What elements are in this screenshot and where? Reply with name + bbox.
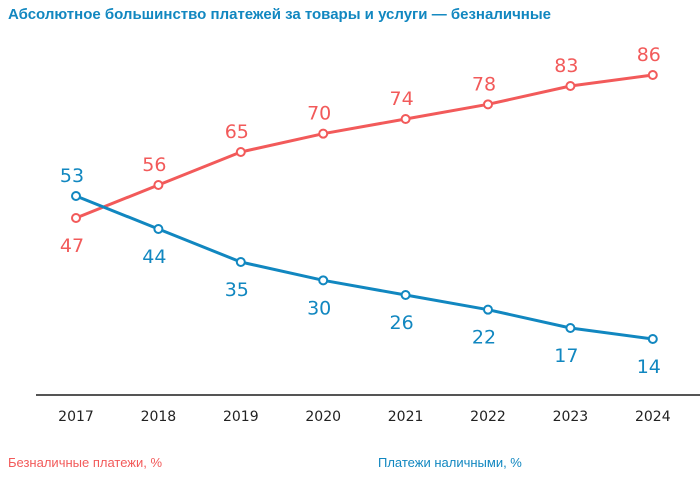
data-label: 86 <box>637 44 661 66</box>
data-label: 74 <box>390 88 414 110</box>
data-label: 65 <box>225 121 249 143</box>
data-label: 83 <box>554 55 578 77</box>
data-label: 26 <box>390 312 414 334</box>
x-tick-label: 2022 <box>470 409 506 425</box>
x-tick-label: 2021 <box>388 409 424 425</box>
data-point <box>318 128 329 139</box>
x-tick-label: 2020 <box>305 409 341 425</box>
data-point <box>565 323 576 333</box>
chart-title: Абсолютное большинство платежей за товар… <box>8 6 551 23</box>
data-labels: 47 56 65 70 74 78 83 86 53 44 35 30 26 22 17 14 <box>60 44 661 378</box>
data-point <box>235 147 246 157</box>
data-point <box>400 114 411 124</box>
data-label: 14 <box>637 356 661 378</box>
data-label: 56 <box>142 154 166 176</box>
x-tick-label: 2019 <box>223 409 259 425</box>
x-tick-label: 2024 <box>635 409 671 425</box>
data-label: 22 <box>472 327 496 349</box>
x-axis-ticks: 2017 2018 2019 2020 2021 2022 2023 2024 <box>58 409 671 425</box>
data-point <box>318 275 329 286</box>
series-line-1 <box>75 194 653 341</box>
data-point <box>71 191 81 201</box>
series-points <box>71 70 658 344</box>
legend-cash: Платежи наличными, % <box>378 455 522 470</box>
data-point <box>483 304 493 315</box>
data-point <box>153 180 164 190</box>
data-label: 30 <box>307 297 331 319</box>
data-label: 35 <box>225 279 249 301</box>
data-point <box>400 290 411 300</box>
data-point <box>235 257 246 267</box>
data-label: 47 <box>60 235 84 257</box>
data-point <box>153 224 164 234</box>
x-tick-label: 2023 <box>553 409 589 425</box>
data-label: 53 <box>60 165 84 187</box>
data-point <box>71 213 81 223</box>
data-label: 78 <box>472 73 496 95</box>
data-label: 17 <box>554 345 578 367</box>
data-label: 44 <box>142 246 166 268</box>
data-point <box>483 99 493 110</box>
data-point <box>647 70 658 80</box>
series-line-0 <box>75 73 653 220</box>
data-point <box>647 334 658 344</box>
x-tick-label: 2018 <box>141 409 177 425</box>
series-lines <box>75 73 653 341</box>
data-point <box>565 81 576 91</box>
data-label: 70 <box>307 103 331 125</box>
legend-cashless: Безналичные платежи, % <box>8 455 163 470</box>
x-tick-label: 2017 <box>58 409 94 425</box>
